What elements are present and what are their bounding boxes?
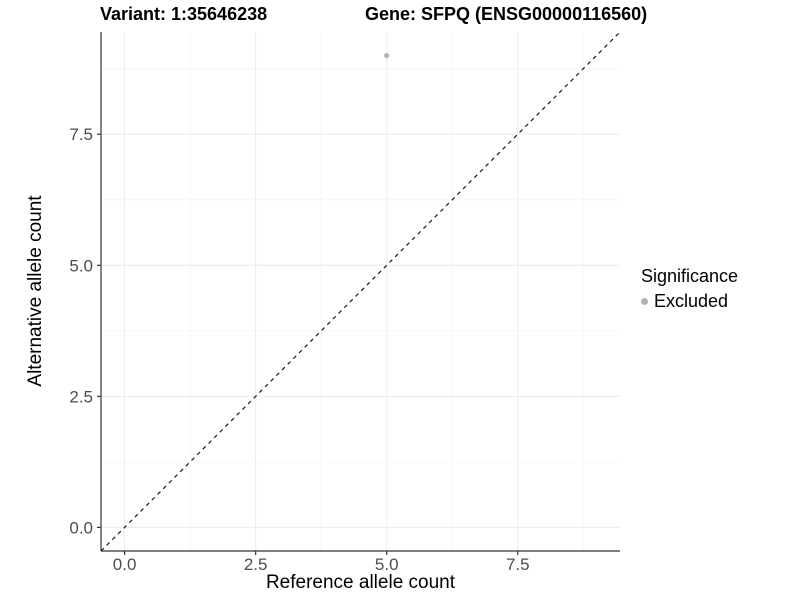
y-axis-title: Alternative allele count [25, 195, 46, 387]
x-tick-label: 0.0 [113, 555, 137, 574]
excluded-point-icon [641, 298, 648, 305]
x-tick-label: 2.5 [244, 555, 268, 574]
x-tick-label: 7.5 [506, 555, 530, 574]
x-axis-title: Reference allele count [265, 572, 456, 593]
data-point [384, 52, 390, 59]
identity-dashed-line [100, 31, 621, 552]
plot-title-variant: Variant: 1:35646238 [100, 4, 268, 24]
y-tick-label: 5.0 [69, 256, 93, 275]
y-tick-label: 0.0 [69, 518, 93, 537]
legend: Significance Excluded [641, 266, 738, 312]
y-tick-label: 2.5 [69, 387, 93, 406]
legend-item-label: Excluded [654, 291, 729, 311]
y-tick-label: 7.5 [69, 125, 93, 144]
legend-item-excluded: Excluded [641, 291, 738, 312]
legend-title: Significance [641, 266, 739, 286]
plot-title-gene: Gene: SFPQ (ENSG00000116560) [365, 4, 648, 24]
x-tick-label: 5.0 [375, 555, 399, 574]
